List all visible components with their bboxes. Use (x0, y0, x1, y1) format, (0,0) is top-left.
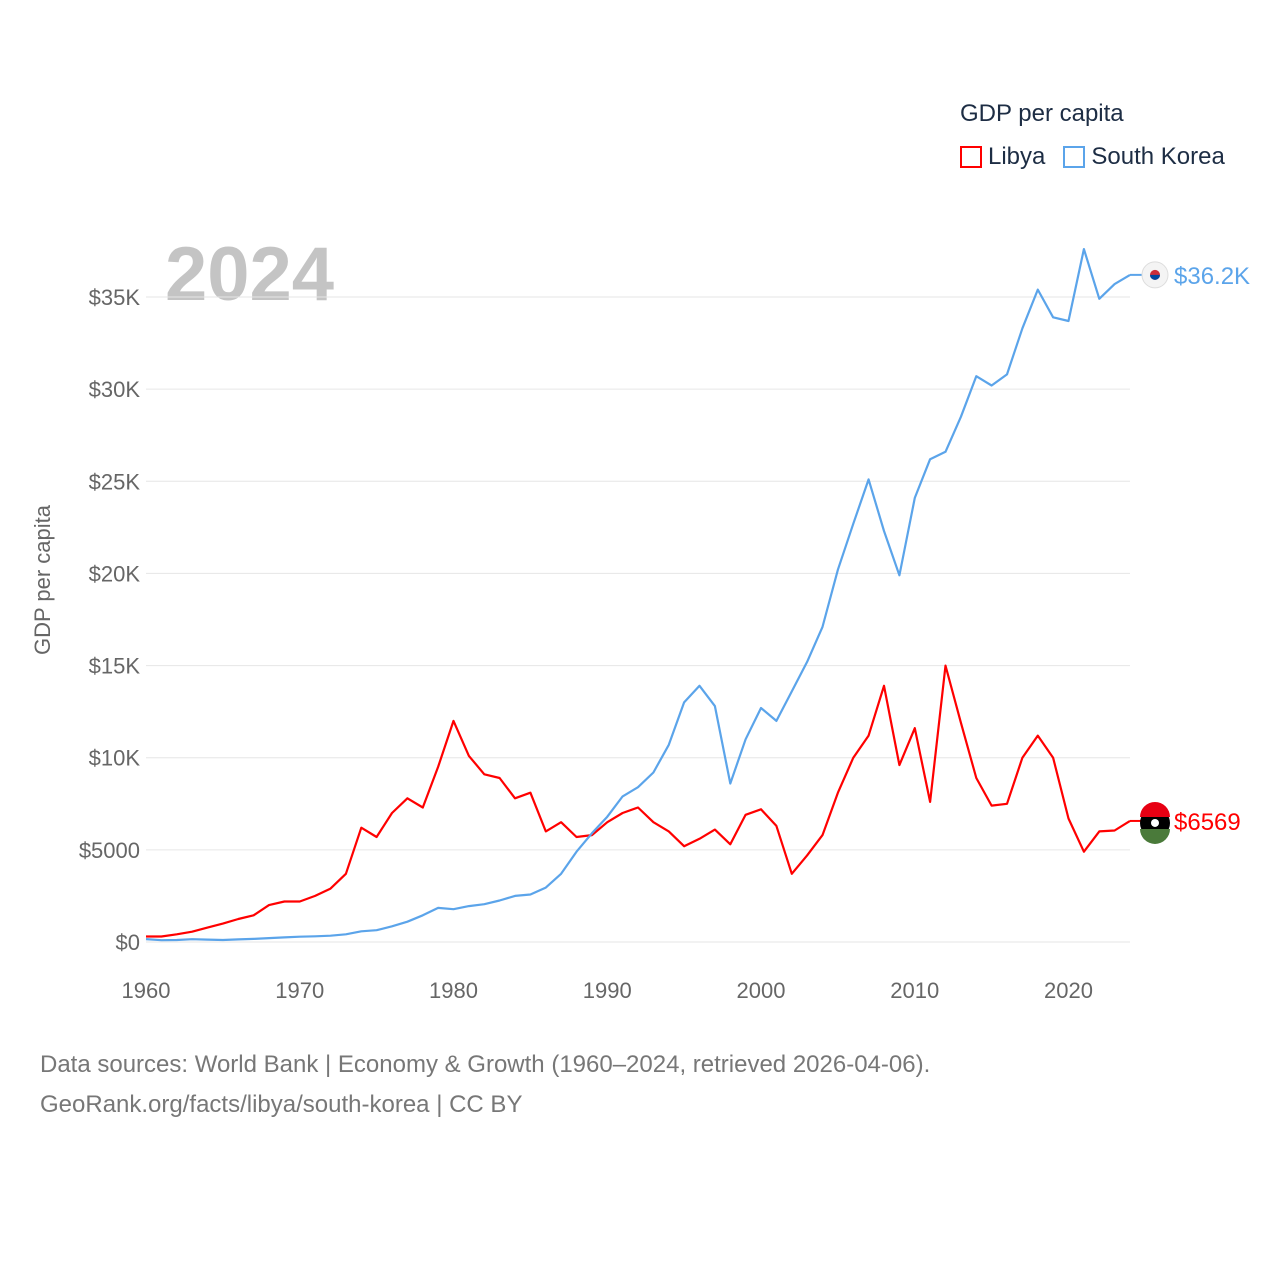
legend-swatch (1063, 146, 1086, 168)
y-tick-label: $5000 (79, 838, 140, 863)
legend-title: GDP per capita (960, 100, 1124, 127)
y-tick-label: $20K (89, 561, 141, 586)
x-tick-label: 1990 (583, 978, 632, 1003)
y-tick-label: $25K (89, 469, 141, 494)
x-tick-label: 2000 (737, 978, 786, 1003)
flag-crescent (1151, 818, 1159, 827)
x-tick-label: 1970 (275, 978, 324, 1003)
y-tick-label: $10K (89, 746, 141, 771)
x-tick-label: 1980 (429, 978, 478, 1003)
x-tick-label: 2020 (1044, 978, 1093, 1003)
y-tick-label: $15K (89, 654, 141, 679)
year-label: 2024 (165, 232, 334, 317)
flag-red-band (1140, 801, 1170, 817)
series-line-libya (146, 664, 1131, 938)
legend-swatch (960, 146, 982, 168)
legend-label: South Korea (1091, 143, 1225, 170)
source-line-1: Data sources: World Bank | Economy & Gro… (40, 1051, 931, 1078)
y-tick-label: $35K (89, 285, 141, 310)
legend-item-libya[interactable]: Libya (960, 143, 1045, 171)
source-line-2: GeoRank.org/facts/libya/south-korea | CC… (40, 1091, 523, 1118)
y-tick-label: $0 (116, 930, 140, 955)
source-note: Data sources: World Bank | Economy & Gro… (40, 1045, 930, 1125)
legend-label: Libya (988, 143, 1046, 170)
x-tick-label: 2010 (890, 978, 939, 1003)
flag-green-band (1140, 828, 1170, 844)
end-value-label: $6569 (1174, 809, 1241, 836)
series-line-south-korea (145, 248, 1131, 942)
y-axis-label: GDP per capita (30, 504, 55, 655)
x-tick-label: 1960 (122, 978, 171, 1003)
flag-taegeuk-blue (1150, 274, 1160, 280)
y-tick-label: $30K (89, 377, 141, 402)
end-value-label: $36.2K (1174, 263, 1250, 290)
legend-item-south-korea[interactable]: South Korea (1063, 143, 1225, 171)
legend: Libya South Korea (960, 143, 1225, 171)
